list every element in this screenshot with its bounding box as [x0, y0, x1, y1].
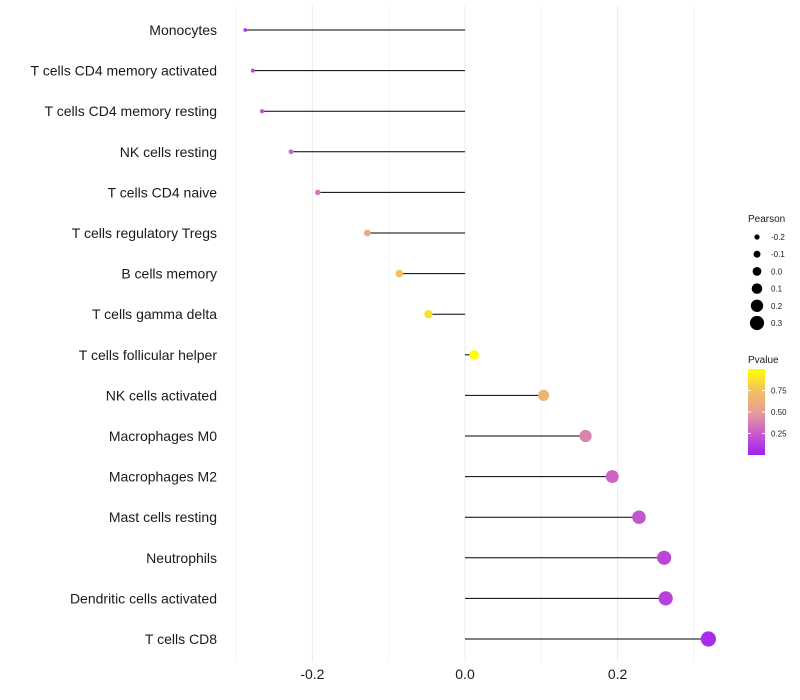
legend-pvalue: Pvalue 0.75 0.50 0.25	[748, 355, 787, 455]
points	[243, 28, 717, 647]
category-label: T cells gamma delta	[92, 306, 217, 322]
category-label: T cells regulatory Tregs	[72, 225, 217, 241]
x-tick-label: -0.2	[300, 666, 324, 682]
legend-pvalue-title: Pvalue	[748, 355, 779, 366]
category-label: Macrophages M0	[109, 428, 217, 444]
legend-size-label: -0.2	[771, 233, 785, 242]
category-labels: Monocytes T cells CD4 memory activated T c…	[31, 22, 218, 647]
legend-size-label: 0.0	[771, 267, 783, 276]
legend-size-key	[749, 315, 765, 331]
data-point	[259, 109, 265, 114]
data-point	[469, 350, 479, 360]
legend-size-label: 0.1	[771, 285, 783, 294]
category-label: B cells memory	[121, 266, 217, 282]
category-label: T cells CD8	[145, 631, 217, 647]
data-point	[632, 510, 646, 524]
category-label: Mast cells resting	[109, 509, 217, 525]
data-point	[658, 591, 673, 606]
legend-size-label: 0.3	[771, 319, 783, 328]
data-point	[250, 68, 255, 73]
category-label: Monocytes	[149, 22, 217, 38]
data-point	[657, 550, 672, 565]
grid	[235, 6, 695, 662]
data-point	[579, 429, 592, 443]
legend-colorbar	[748, 369, 765, 455]
stems	[245, 29, 709, 640]
legend-pearson-title: Pearson	[748, 214, 785, 225]
legend-size-key	[752, 267, 762, 276]
category-label: NK cells activated	[106, 387, 217, 403]
data-point	[243, 28, 248, 32]
x-tick-label: 0.2	[608, 666, 628, 682]
data-point	[395, 269, 404, 278]
legend-color-label: 0.75	[771, 387, 787, 396]
legend-color-label: 0.50	[771, 408, 787, 417]
data-point	[605, 470, 619, 484]
category-label: T cells follicular helper	[79, 347, 218, 363]
legend-size-key	[754, 234, 760, 240]
category-label: T cells CD4 memory resting	[45, 103, 217, 119]
category-label: T cells CD4 naive	[108, 184, 218, 200]
category-label: Neutrophils	[146, 550, 217, 566]
category-label: Macrophages M2	[109, 469, 217, 485]
legend-pearson: Pearson -0.2 -0.1 0.0 0.1 0.2 0.3	[748, 214, 785, 331]
legend-size-label: 0.2	[771, 302, 783, 311]
x-tick-label: 0.0	[455, 666, 475, 682]
data-point	[700, 631, 717, 647]
category-label: Dendritic cells activated	[70, 590, 217, 606]
legend-size-key	[750, 299, 764, 312]
legend-size-label: -0.1	[771, 250, 785, 259]
legend-size-key	[753, 250, 761, 258]
data-point	[288, 149, 294, 155]
data-point	[314, 189, 321, 196]
legend-color-label: 0.25	[771, 430, 787, 439]
data-point	[363, 229, 371, 237]
category-label: NK cells resting	[120, 144, 217, 160]
x-tick-labels: -0.2 0.0 0.2	[300, 666, 627, 682]
legend-size-key	[751, 283, 763, 294]
data-point	[424, 310, 433, 319]
category-label: T cells CD4 memory activated	[31, 63, 217, 79]
data-point	[538, 389, 550, 401]
